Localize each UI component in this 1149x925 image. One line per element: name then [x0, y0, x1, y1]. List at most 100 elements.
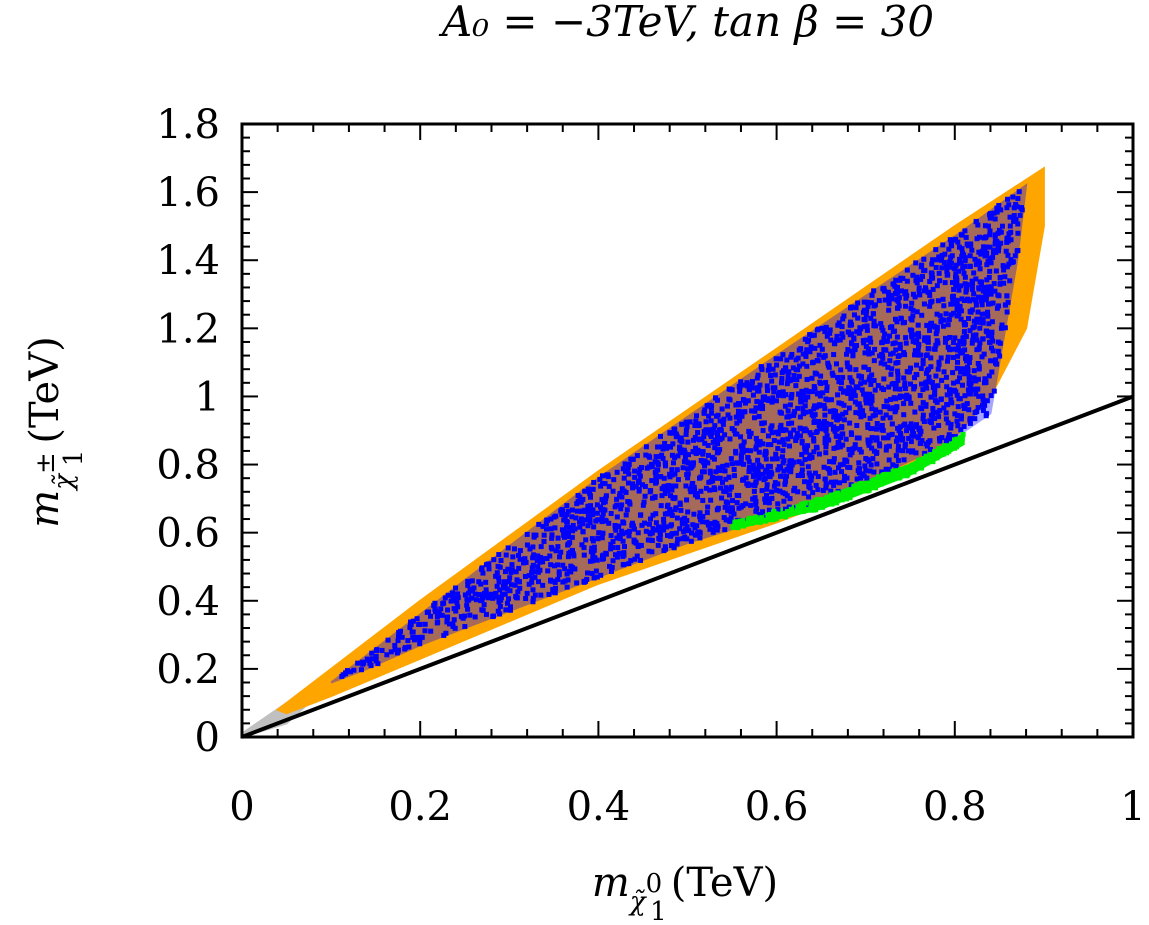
scatter-point-blue — [987, 301, 993, 307]
scatter-point-blue — [698, 488, 704, 494]
scatter-point-blue — [980, 393, 986, 399]
scatter-point-blue — [920, 361, 926, 367]
scatter-point-blue — [355, 660, 361, 666]
scatter-point-blue — [815, 474, 821, 480]
scatter-point-blue — [748, 502, 754, 508]
scatter-point-blue — [995, 230, 1001, 236]
scatter-point-blue — [705, 452, 711, 458]
scatter-point-green — [858, 485, 864, 491]
scatter-point-blue — [753, 508, 759, 514]
scatter-point-blue — [606, 563, 612, 569]
scatter-point-blue — [347, 669, 353, 675]
scatter-point-blue — [704, 510, 710, 516]
scatter-point-blue — [750, 392, 756, 398]
scatter-point-blue — [662, 491, 668, 497]
scatter-point-blue — [524, 531, 530, 537]
scatter-point-blue — [635, 530, 641, 536]
scatter-point-blue — [508, 569, 514, 575]
scatter-point-blue — [736, 401, 742, 407]
scatter-point-blue — [538, 556, 544, 562]
scatter-point-blue — [807, 472, 813, 478]
scatter-point-blue — [590, 507, 596, 513]
scatter-point-blue — [769, 495, 775, 501]
scatter-point-blue — [971, 291, 977, 297]
scatter-point-blue — [1011, 205, 1017, 211]
scatter-point-blue — [517, 556, 523, 562]
scatter-point-blue — [620, 466, 626, 472]
scatter-point-blue — [569, 547, 575, 553]
scatter-point-blue — [564, 524, 570, 530]
scatter-point-blue — [585, 570, 591, 576]
scatter-point-blue — [930, 414, 936, 420]
scatter-point-blue — [893, 386, 899, 392]
scatter-point-blue — [638, 557, 644, 563]
scatter-point-blue — [497, 587, 503, 593]
scatter-point-blue — [605, 472, 611, 478]
reference-line — [241, 394, 1134, 739]
scatter-point-blue — [898, 431, 904, 437]
scatter-point-blue — [766, 463, 772, 469]
scatter-point-blue — [813, 482, 819, 488]
x-axis-label-symbol: m — [592, 860, 630, 906]
scatter-point-blue — [894, 334, 900, 340]
scatter-point-blue — [1000, 263, 1006, 269]
scatter-point-blue — [833, 361, 839, 367]
scatter-point-blue — [858, 449, 864, 455]
scatter-point-green — [746, 517, 752, 523]
scatter-point-blue — [504, 600, 510, 606]
scatter-point-blue — [962, 258, 968, 264]
scatter-point-blue — [837, 413, 843, 419]
scatter-point-blue — [977, 340, 983, 346]
scatter-point-blue — [947, 387, 953, 393]
scatter-point-blue — [555, 535, 561, 541]
scatter-point-blue — [616, 550, 622, 556]
scatter-point-blue — [723, 485, 729, 491]
scatter-point-blue — [928, 355, 934, 361]
scatter-point-blue — [464, 602, 470, 608]
scatter-point-blue — [674, 467, 680, 473]
scatter-point-blue — [885, 435, 891, 441]
scatter-point-blue — [540, 582, 546, 588]
scatter-point-blue — [517, 585, 523, 591]
scatter-point-blue — [715, 441, 721, 447]
scatter-point-blue — [358, 667, 364, 673]
scatter-point-blue — [581, 545, 587, 551]
scatter-point-blue — [954, 418, 960, 424]
scatter-point-blue — [603, 551, 609, 557]
scatter-point-blue — [837, 337, 843, 343]
scatter-point-blue — [843, 436, 849, 442]
scatter-point-blue — [929, 275, 935, 281]
scatter-point-blue — [706, 413, 712, 419]
scatter-point-blue — [993, 249, 999, 255]
scatter-point-blue — [587, 490, 593, 496]
scatter-point-blue — [837, 480, 843, 486]
scatter-point-blue — [550, 587, 556, 593]
scatter-point-blue — [825, 363, 831, 369]
scatter-point-blue — [418, 634, 424, 640]
scatter-point-blue — [731, 427, 737, 433]
scatter-point-blue — [973, 298, 979, 304]
scatter-point-blue — [924, 368, 930, 374]
scatter-point-blue — [559, 511, 565, 517]
scatter-point-blue — [652, 494, 658, 500]
scatter-point-blue — [643, 452, 649, 458]
scatter-point-blue — [498, 557, 504, 563]
scatter-point-blue — [373, 653, 379, 659]
scatter-point-blue — [773, 398, 779, 404]
scatter-point-blue — [439, 612, 445, 618]
scatter-point-blue — [725, 412, 731, 418]
scatter-point-blue — [970, 296, 976, 302]
scatter-point-blue — [369, 656, 375, 662]
scatter-point-blue — [683, 420, 689, 426]
scatter-point-blue — [728, 515, 734, 521]
scatter-point-blue — [702, 440, 708, 446]
scatter-point-blue — [920, 412, 926, 418]
scatter-point-blue — [982, 402, 988, 408]
scatter-point-blue — [901, 457, 907, 463]
scatter-point-blue — [759, 421, 765, 427]
scatter-point-blue — [816, 451, 822, 457]
scatter-point-blue — [725, 507, 731, 513]
scatter-point-blue — [984, 262, 990, 268]
scatter-point-blue — [535, 569, 541, 575]
y-tick-label: 1.8 — [156, 102, 220, 148]
